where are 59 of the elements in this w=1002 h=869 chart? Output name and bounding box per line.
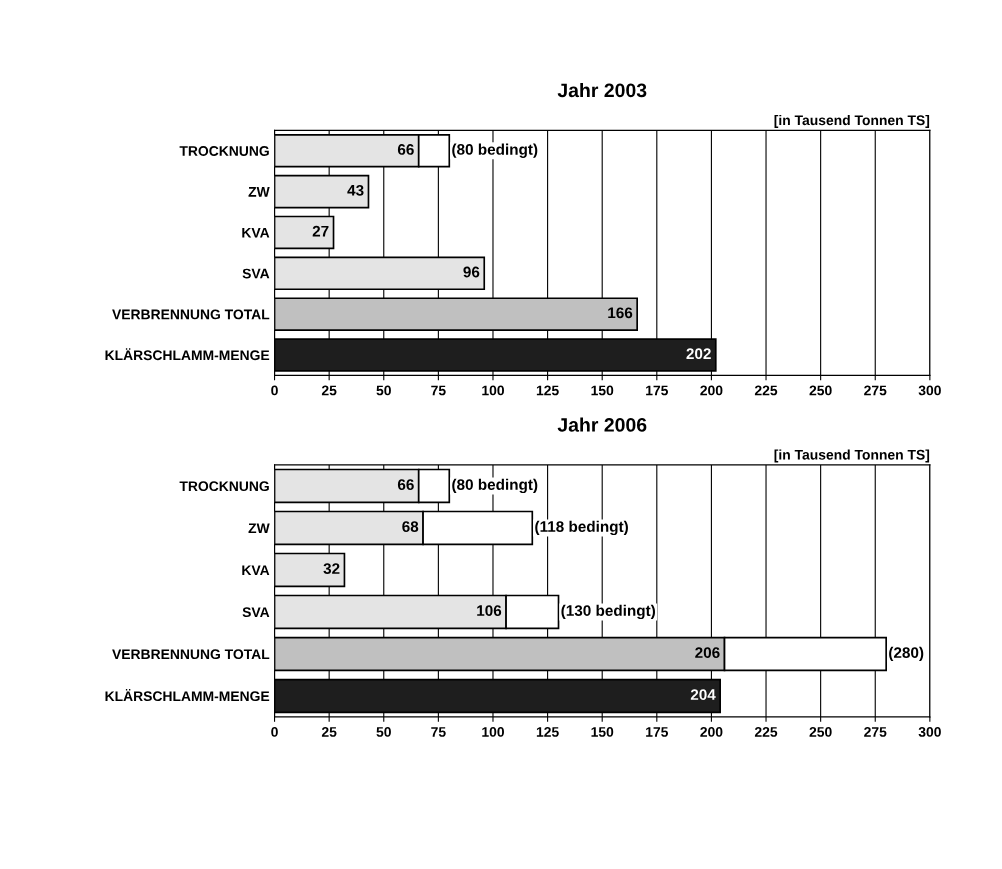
- data-label: 206: [695, 647, 720, 659]
- y-tick-label: SVA: [242, 268, 270, 279]
- y-tick-label: KLÄRSCHLAMM-MENGE: [105, 348, 270, 361]
- y-tick-label: VERBRENNUNG TOTAL: [112, 309, 270, 320]
- x-tick-label: 100: [482, 727, 504, 737]
- x-tick-label: 100: [482, 385, 504, 396]
- total-label: (280): [889, 646, 924, 662]
- x-tick-label: 275: [864, 727, 887, 737]
- x-tick-label: 175: [646, 385, 669, 396]
- total-label: (80 bedingt): [452, 143, 538, 158]
- y-tick-label: KLÄRSCHLAMM-MENGE: [105, 689, 270, 702]
- x-tick-label: 200: [700, 385, 723, 396]
- text: [in Tausend Tonnen TS]: [774, 449, 930, 463]
- y-tick-label: ZW: [248, 187, 270, 197]
- total-label: (80 bedingt): [452, 478, 538, 494]
- x-tick-label: 250: [809, 385, 832, 396]
- x-tick-label: 50: [376, 385, 391, 396]
- data-label: 66: [397, 479, 414, 491]
- x-tick-label: 275: [864, 385, 887, 396]
- data-label: 166: [608, 307, 633, 319]
- y-tick-label: VERBRENNUNG TOTAL: [112, 649, 270, 660]
- x-tick-label: 300: [918, 727, 941, 737]
- chart-title: Jahr 2003: [557, 82, 647, 98]
- y-tick-label: SVA: [242, 607, 270, 618]
- x-tick-label: 75: [431, 385, 446, 396]
- y-tick-label: ZW: [248, 523, 270, 533]
- x-tick-label: 225: [754, 727, 778, 737]
- y-tick-label: KVA: [242, 227, 270, 238]
- x-tick-label: 250: [809, 727, 832, 737]
- y-tick-label: TROCKNUNG: [179, 146, 269, 156]
- x-tick-label: 150: [591, 727, 614, 737]
- x-tick-label: 25: [321, 385, 337, 396]
- x-tick-label: 125: [536, 727, 559, 737]
- data-label: 106: [477, 605, 502, 617]
- data-label: 96: [463, 266, 480, 278]
- x-tick-label: 300: [918, 385, 941, 396]
- total-label: (118 bedingt): [535, 520, 628, 536]
- x-tick-label: 150: [591, 385, 614, 396]
- data-label: 43: [347, 184, 364, 196]
- data-label: 32: [323, 563, 340, 575]
- x-tick-label: 225: [754, 385, 778, 396]
- text: [in Tausend Tonnen TS]: [774, 114, 930, 128]
- x-tick-label: 25: [321, 727, 337, 737]
- x-tick-label: 175: [646, 727, 669, 737]
- y-tick-label: KVA: [242, 565, 270, 575]
- x-tick-label: 125: [536, 385, 559, 396]
- x-tick-label: 75: [431, 727, 446, 737]
- data-label: 27: [312, 225, 329, 237]
- x-tick-label: 50: [376, 727, 391, 737]
- data-label: 204: [690, 689, 716, 701]
- data-label: 202: [686, 348, 711, 360]
- y-tick-label: TROCKNUNG: [179, 481, 269, 492]
- data-label: 68: [402, 521, 419, 533]
- total-label: (130 bedingt): [561, 604, 656, 620]
- data-label: 66: [397, 144, 414, 155]
- x-tick-label: 0: [271, 385, 278, 396]
- x-tick-label: 200: [700, 727, 723, 737]
- x-tick-label: 0: [271, 727, 278, 737]
- chart-title: Jahr 2006: [557, 417, 647, 432]
